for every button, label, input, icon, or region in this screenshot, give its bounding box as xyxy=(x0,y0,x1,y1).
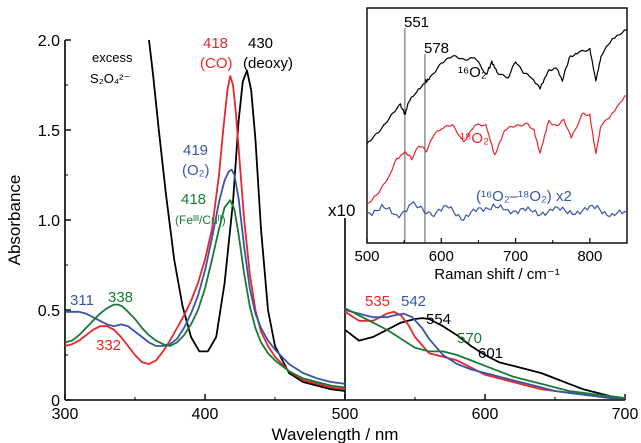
spectrum-line-black-x10 xyxy=(344,317,626,400)
peak-annotation: 338 xyxy=(108,289,133,306)
y-axis-label: Absorbance xyxy=(5,175,24,266)
peak-annotation: (Feᴵᴵᴵ/Cuᴵᴵ) xyxy=(175,213,226,227)
peak-annotation: 430 xyxy=(248,35,273,52)
peak-annotation: 332 xyxy=(96,337,121,354)
spectrum-line-red xyxy=(64,75,346,391)
left-panel: 0 0.5 1.0 1.5 2.0 300 400 excess S₂O₄²⁻ 418 (CO) 43… xyxy=(38,33,625,423)
raman-inset: 551 578 ¹⁶O₂ ¹⁸O₂ (¹⁶O₂–¹⁸O₂) x2 500 600 700 800… xyxy=(354,7,628,283)
inset-trace-label: ¹⁸O₂ xyxy=(460,130,489,147)
y-tick-label: 1.5 xyxy=(38,123,60,140)
peak-annotation: 418 xyxy=(181,191,206,208)
x-tick-label: 500 xyxy=(332,406,359,423)
inset-x-tick-label: 500 xyxy=(354,248,379,265)
peak-annotation: 535 xyxy=(365,293,390,310)
peak-annotation: (O₂) xyxy=(182,162,209,179)
raman-trace-blue xyxy=(366,201,628,221)
peak-annotation: excess xyxy=(92,50,133,65)
peak-annotation: 601 xyxy=(478,345,503,362)
peak-annotation: S₂O₄²⁻ xyxy=(90,71,130,86)
inset-x-tick-label: 800 xyxy=(577,248,602,265)
spectrum-line-green xyxy=(64,199,346,389)
y-tick-label: 2.0 xyxy=(38,33,60,50)
x10-multiplier-label: x10 xyxy=(328,201,355,220)
inset-trace-label: ¹⁶O₂ xyxy=(458,64,487,81)
spectrum-line-green-x10 xyxy=(344,307,626,400)
inset-x-tick-label: 700 xyxy=(503,248,528,265)
y-tick-label: 0.5 xyxy=(38,303,60,320)
y-tick-label: 1.0 xyxy=(38,213,60,230)
inset-x-tick-label: 600 xyxy=(429,248,454,265)
inset-marker-label: 551 xyxy=(404,14,429,31)
peak-annotation: 542 xyxy=(401,293,426,310)
inset-x-axis-label: Raman shift / cm⁻¹ xyxy=(434,266,559,283)
x-tick-label: 700 xyxy=(612,406,639,423)
x-tick-label: 400 xyxy=(192,406,219,423)
peak-annotation: (CO) xyxy=(200,55,233,72)
inset-trace-label: (¹⁶O₂–¹⁸O₂) x2 xyxy=(476,188,572,205)
raman-trace-red xyxy=(366,94,628,205)
peak-annotation: 419 xyxy=(183,142,208,159)
peak-annotation: (deoxy) xyxy=(243,55,293,72)
peak-annotation: 570 xyxy=(457,330,482,347)
spectrum-line-blue-x10 xyxy=(344,309,625,400)
y-tick-label: 0 xyxy=(51,393,60,410)
spectrum-line-black xyxy=(148,39,346,392)
peak-annotation: 418 xyxy=(203,35,228,52)
spectrum-line-blue xyxy=(65,168,346,385)
peak-annotation: 554 xyxy=(426,311,451,328)
x-tick-label: 300 xyxy=(52,406,79,423)
inset-marker-label: 578 xyxy=(424,40,449,57)
peak-annotation: 311 xyxy=(70,292,94,309)
x-axis-label: Wavelength / nm xyxy=(272,425,399,443)
x-tick-label: 600 xyxy=(472,406,499,423)
raman-trace-black xyxy=(366,29,627,144)
